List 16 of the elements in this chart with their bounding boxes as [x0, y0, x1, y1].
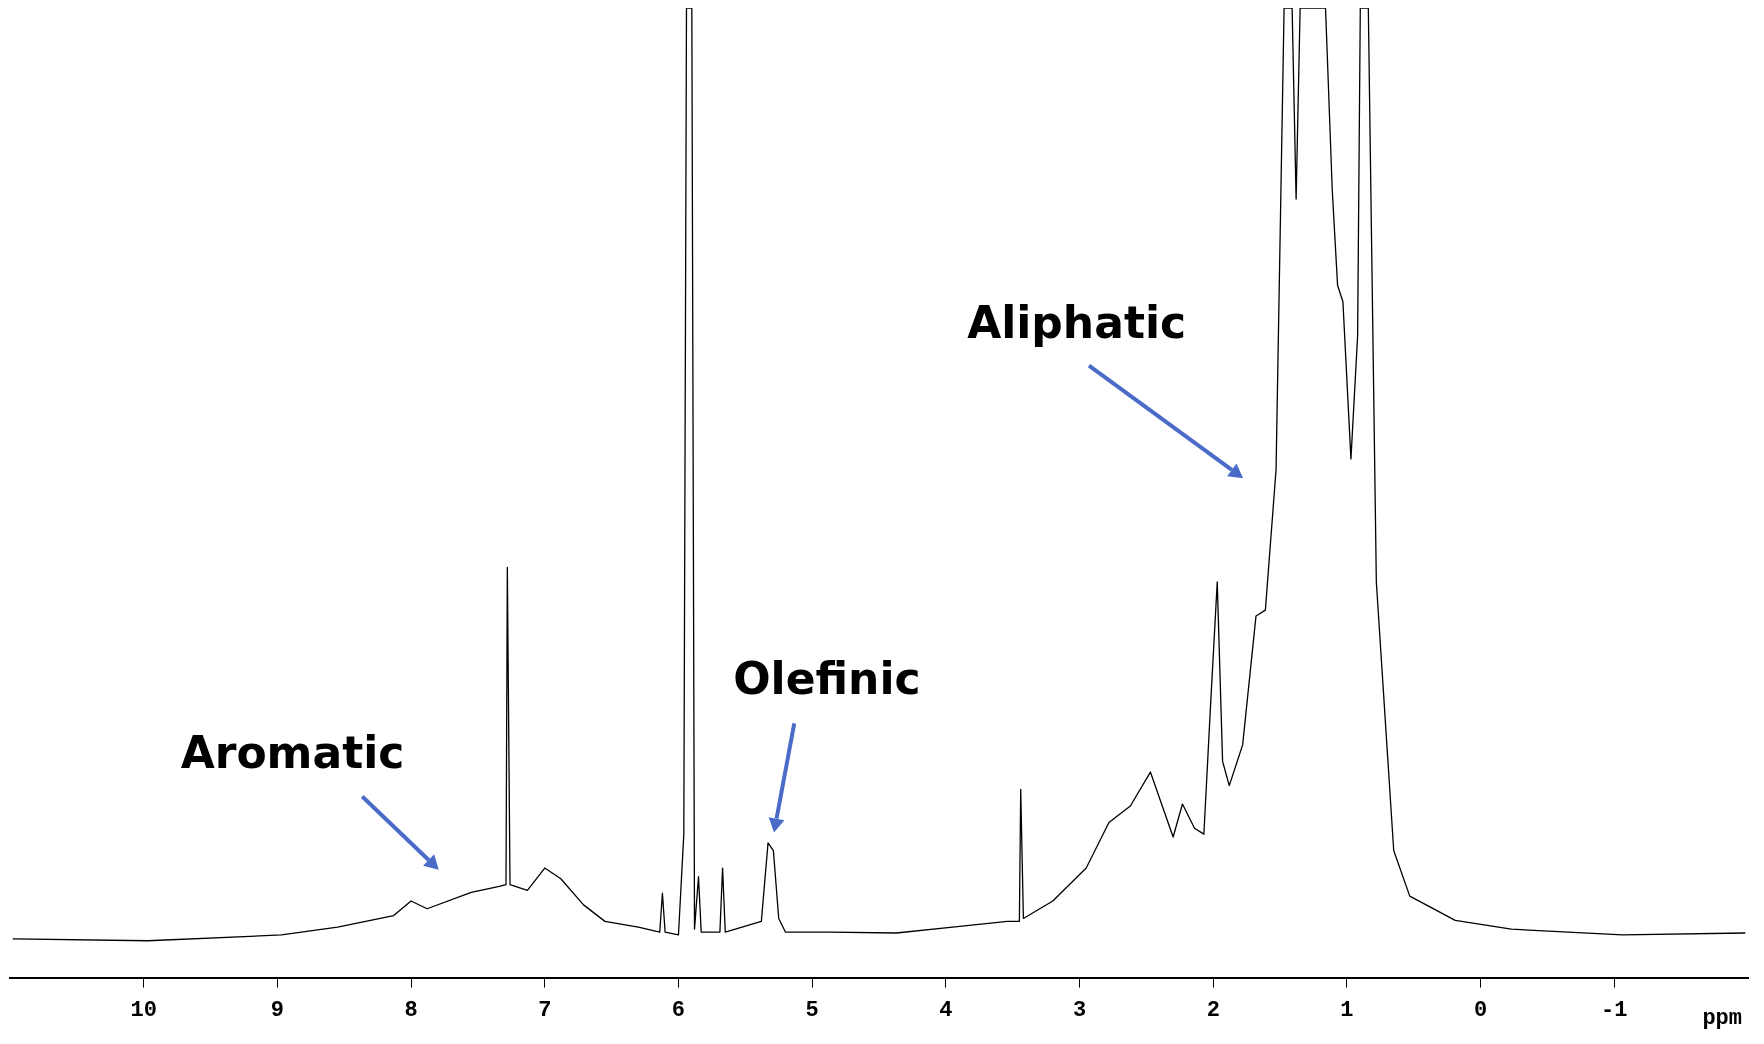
- x-tick-label: 0: [1474, 998, 1488, 1024]
- x-tick-label: 4: [939, 998, 953, 1024]
- x-tick-label: 8: [404, 998, 418, 1024]
- x-tick-label: 10: [130, 998, 157, 1024]
- x-tick-label: 3: [1072, 998, 1087, 1024]
- x-axis-title: ppm: [1702, 1006, 1742, 1032]
- x-tick-label: 1: [1340, 998, 1354, 1024]
- x-tick-label: 2: [1206, 998, 1220, 1024]
- x-tick-label: 5: [805, 998, 819, 1024]
- annotation: Olefinic: [733, 653, 921, 705]
- x-tick-label: -1: [1601, 998, 1628, 1024]
- x-tick-label: 7: [538, 998, 552, 1024]
- annotation: Aliphatic: [967, 296, 1187, 348]
- x-tick-label: 9: [270, 998, 284, 1024]
- annotation: Aromatic: [180, 727, 405, 779]
- x-tick-label: 6: [671, 998, 686, 1024]
